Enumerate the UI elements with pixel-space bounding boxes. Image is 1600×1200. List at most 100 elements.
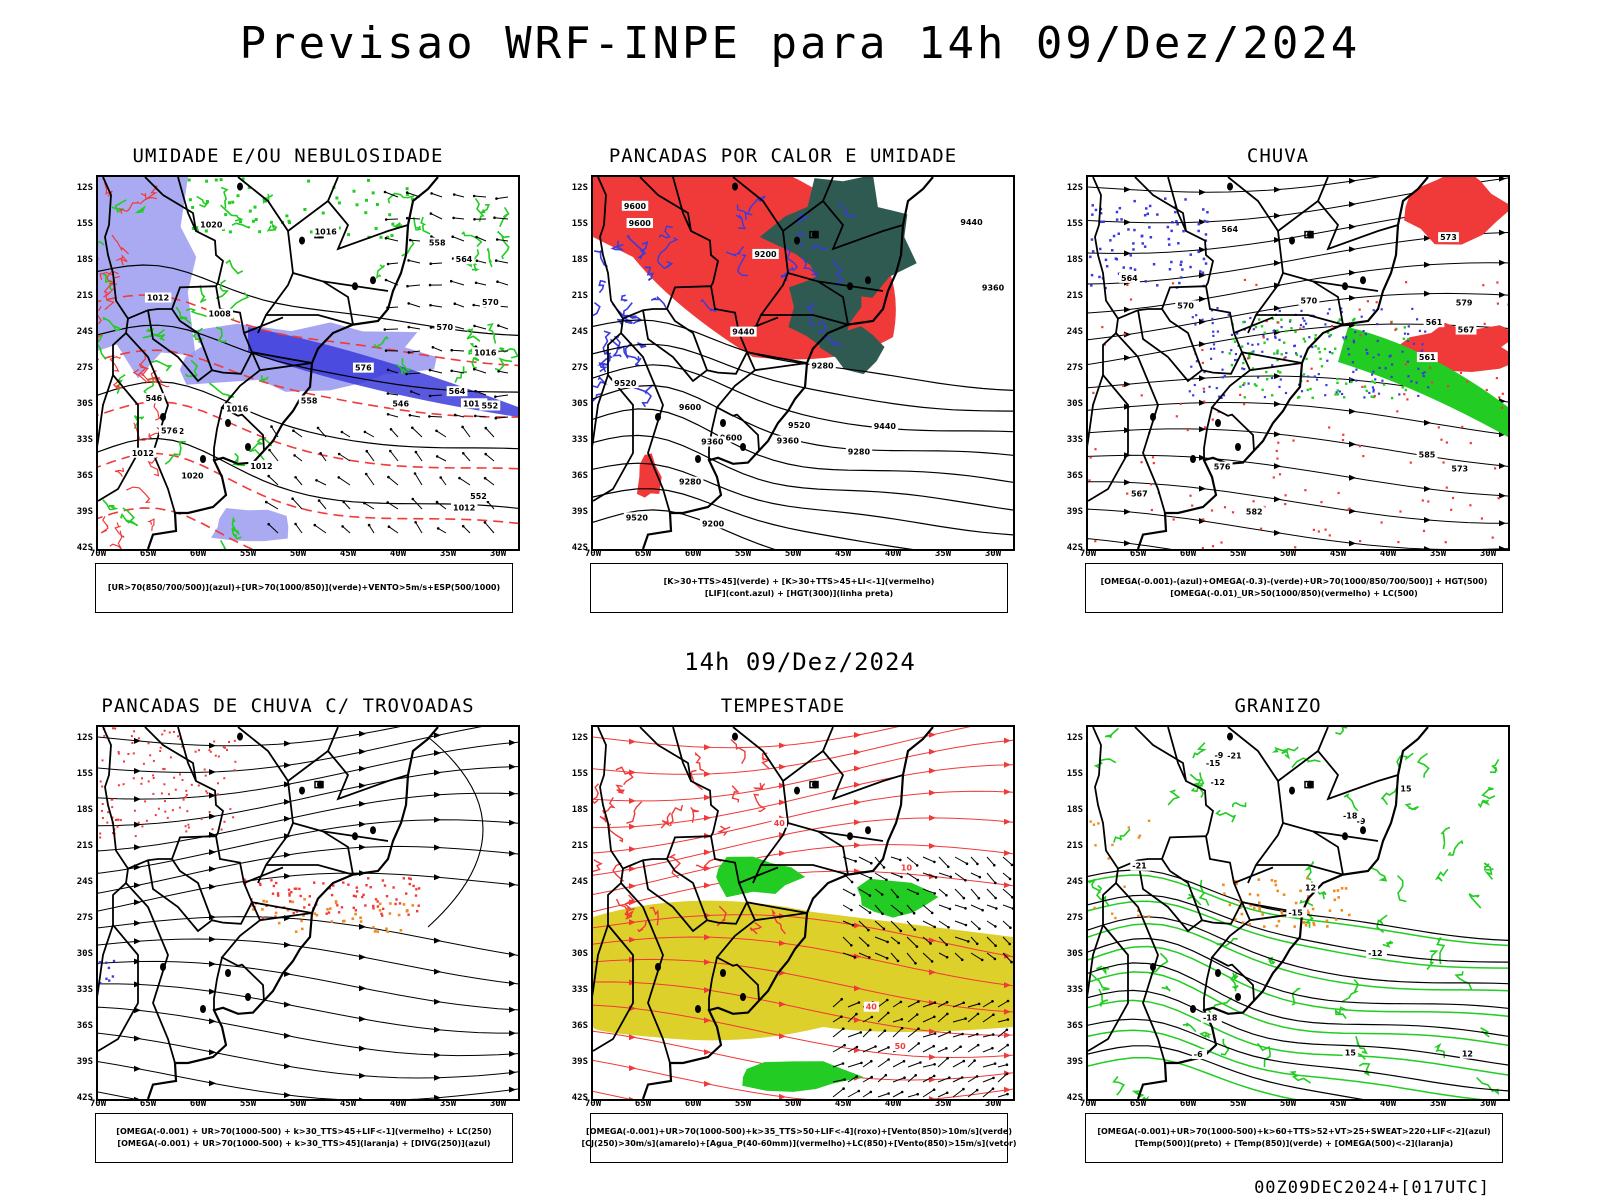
contour-line	[98, 507, 254, 549]
wind-vector	[476, 260, 487, 264]
contour-label-bg	[1212, 750, 1228, 761]
wind-vector-head	[486, 500, 490, 504]
speckle	[1403, 373, 1407, 376]
speckle	[111, 816, 114, 819]
wind-vector-head	[980, 958, 984, 962]
coastline-atlantic	[1136, 177, 1429, 549]
streamline-arrow	[434, 769, 441, 776]
contour-fragment	[133, 422, 153, 441]
lake	[720, 419, 726, 427]
speckle	[1501, 392, 1504, 395]
country-border	[1282, 822, 1344, 875]
speckle	[1362, 330, 1365, 333]
wind-vector-head	[962, 1001, 965, 1005]
wind-vector	[415, 522, 423, 534]
wind-vector-head	[475, 235, 478, 239]
streamline-arrow	[929, 843, 936, 849]
wind-vector	[317, 427, 327, 438]
latitude-label: 42S	[76, 1093, 93, 1103]
wind-vector-head	[291, 497, 294, 501]
speckle	[1117, 232, 1120, 235]
wind-vector-head	[887, 1058, 890, 1061]
speckle	[1256, 893, 1260, 897]
wind-vector-head	[993, 957, 997, 961]
wind-vector	[938, 872, 951, 878]
streamline-arrow	[1274, 401, 1281, 407]
speckle	[1252, 906, 1256, 910]
contour-label-bg	[352, 362, 374, 373]
speckle	[1304, 489, 1307, 492]
wind-vector	[862, 1091, 872, 1098]
wind-vector-head	[933, 1001, 937, 1004]
wind-vector	[874, 872, 887, 881]
wind-vector	[415, 451, 423, 462]
contour-label: -15	[1206, 759, 1221, 768]
wind-vector	[411, 427, 423, 438]
speckle	[1133, 199, 1136, 203]
wind-vector	[366, 450, 375, 462]
speckle	[1423, 371, 1426, 374]
speckle	[1373, 381, 1377, 384]
contour-line	[1088, 923, 1508, 992]
contour-fragment	[1396, 874, 1407, 903]
wind-vector-head	[964, 907, 967, 910]
contour-fragment	[98, 240, 105, 246]
contour-fragment	[1382, 940, 1394, 948]
speckle	[198, 749, 200, 752]
wind-vector	[952, 1077, 963, 1083]
speckle	[239, 220, 243, 224]
latitude-label: 21S	[1066, 841, 1083, 851]
streamline-arrow	[1499, 177, 1506, 182]
streamline-arrow	[779, 799, 786, 806]
speckle	[1230, 333, 1234, 336]
speckle	[1223, 506, 1227, 509]
speckle	[372, 904, 375, 908]
wind-vector	[954, 952, 963, 961]
contour-fragment	[260, 375, 269, 383]
contour-label: 50	[895, 1042, 907, 1051]
wind-vector-head	[494, 259, 498, 262]
speckle	[181, 745, 184, 748]
wind-vector	[408, 302, 421, 308]
wind-vector-head	[948, 1076, 951, 1079]
contour-line	[593, 488, 914, 549]
wind-vector	[436, 455, 447, 462]
wind-vector-head	[859, 1031, 863, 1034]
speckle	[1210, 357, 1213, 360]
speckle	[1252, 328, 1255, 331]
latitude-label: 18S	[571, 805, 588, 815]
wind-vector-head	[267, 474, 270, 478]
latitude-label: 18S	[76, 805, 93, 815]
speckle	[1175, 220, 1178, 223]
latitude-label: 21S	[76, 841, 93, 851]
speckle	[1241, 345, 1244, 348]
speckle	[142, 762, 145, 765]
streamline-arrow	[284, 941, 291, 948]
contour-fragment	[1447, 839, 1464, 856]
streamline-arrow	[434, 844, 441, 851]
speckle	[119, 819, 122, 822]
wind-vector	[268, 523, 279, 534]
speckle	[1257, 376, 1260, 379]
speckle	[203, 768, 206, 771]
contour-fragment	[623, 894, 636, 910]
speckle	[164, 810, 167, 813]
speckle	[332, 884, 335, 887]
wind-vector	[410, 239, 421, 242]
wind-vector	[997, 1019, 1009, 1023]
contour-fragment	[1436, 936, 1446, 965]
speckle	[385, 895, 389, 898]
coastline-atlantic	[641, 177, 934, 549]
wind-vector-head	[1006, 1043, 1009, 1047]
streamline-arrow	[359, 821, 366, 828]
speckle	[1371, 373, 1374, 376]
contour-fragment	[454, 366, 467, 383]
speckle	[1284, 356, 1287, 359]
contour-label-bg	[1423, 317, 1445, 328]
speckle	[1204, 262, 1208, 265]
contour-fragment	[1454, 971, 1473, 991]
wind-vector	[436, 501, 447, 510]
wind-vector-head	[474, 389, 477, 393]
wind-vector-head	[855, 1075, 858, 1078]
speckle	[1276, 358, 1279, 362]
